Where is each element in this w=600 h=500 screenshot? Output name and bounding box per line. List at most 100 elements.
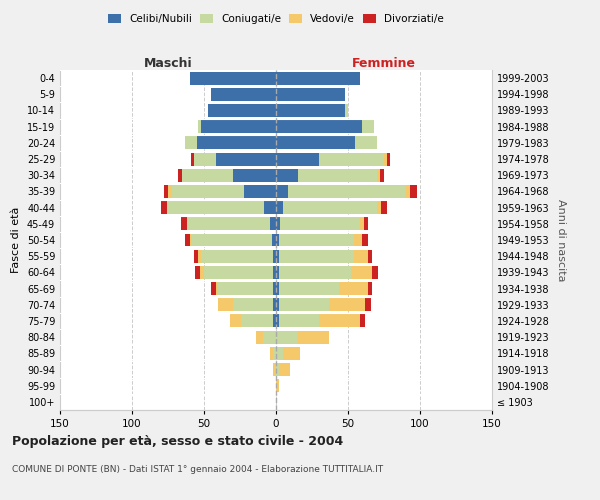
Bar — [368, 250, 373, 262]
Bar — [201, 250, 273, 262]
Bar — [191, 152, 194, 166]
Text: COMUNE DI PONTE (BN) - Dati ISTAT 1° gennaio 2004 - Elaborazione TUTTITALIA.IT: COMUNE DI PONTE (BN) - Dati ISTAT 1° gen… — [12, 465, 383, 474]
Bar — [329, 298, 365, 311]
Bar — [270, 347, 273, 360]
Bar — [276, 250, 279, 262]
Bar — [287, 185, 406, 198]
Legend: Celibi/Nubili, Coniugati/e, Vedovi/e, Divorziati/e: Celibi/Nubili, Coniugati/e, Vedovi/e, Di… — [104, 10, 448, 29]
Bar — [275, 363, 276, 376]
Bar — [298, 330, 329, 344]
Bar — [198, 250, 201, 262]
Bar — [190, 72, 276, 85]
Bar — [244, 185, 276, 198]
Bar — [276, 218, 280, 230]
Bar — [167, 201, 265, 214]
Bar — [380, 169, 384, 181]
Bar — [201, 120, 276, 133]
Bar — [276, 363, 279, 376]
Bar — [373, 266, 378, 279]
Bar — [279, 266, 351, 279]
Y-axis label: Fasce di età: Fasce di età — [11, 207, 21, 273]
Bar — [351, 266, 373, 279]
Bar — [270, 218, 276, 230]
Bar — [273, 363, 275, 376]
Bar — [365, 298, 371, 311]
Bar — [178, 169, 182, 181]
Bar — [276, 282, 279, 295]
Bar — [364, 218, 368, 230]
Bar — [181, 218, 187, 230]
Bar — [354, 250, 368, 262]
Bar — [319, 314, 359, 328]
Bar — [218, 298, 233, 311]
Bar — [276, 314, 279, 328]
Y-axis label: Anni di nascita: Anni di nascita — [556, 198, 566, 281]
Bar — [215, 282, 218, 295]
Bar — [241, 314, 273, 328]
Bar — [187, 218, 270, 230]
Bar — [200, 266, 204, 279]
Bar — [279, 282, 340, 295]
Bar — [164, 185, 168, 198]
Bar — [283, 347, 301, 360]
Bar — [355, 136, 377, 149]
Bar — [345, 104, 348, 117]
Bar — [362, 234, 368, 246]
Bar — [354, 234, 362, 246]
Bar — [276, 201, 283, 214]
Bar — [273, 250, 276, 262]
Bar — [279, 250, 354, 262]
Bar — [384, 152, 387, 166]
Bar — [233, 298, 273, 311]
Bar — [185, 136, 197, 149]
Bar — [185, 234, 190, 246]
Bar — [377, 201, 381, 214]
Bar — [359, 314, 365, 328]
Bar — [230, 314, 241, 328]
Bar — [279, 314, 319, 328]
Bar — [211, 282, 215, 295]
Bar — [256, 330, 263, 344]
Bar — [198, 120, 201, 133]
Bar — [194, 250, 198, 262]
Bar — [279, 234, 354, 246]
Bar — [273, 347, 276, 360]
Bar — [233, 169, 276, 181]
Bar — [280, 218, 359, 230]
Bar — [276, 104, 345, 117]
Bar — [368, 282, 373, 295]
Bar — [276, 185, 287, 198]
Bar — [197, 136, 276, 149]
Bar — [273, 298, 276, 311]
Bar — [276, 72, 359, 85]
Bar — [283, 201, 377, 214]
Bar — [172, 185, 244, 198]
Text: Femmine: Femmine — [352, 57, 416, 70]
Bar — [208, 104, 276, 117]
Bar — [273, 314, 276, 328]
Bar — [276, 120, 362, 133]
Bar — [406, 185, 410, 198]
Bar — [161, 201, 167, 214]
Bar — [276, 379, 279, 392]
Text: Maschi: Maschi — [143, 57, 193, 70]
Bar — [381, 201, 387, 214]
Bar — [263, 330, 276, 344]
Bar — [196, 266, 200, 279]
Bar — [276, 88, 345, 101]
Bar — [279, 363, 290, 376]
Bar — [182, 169, 233, 181]
Bar — [276, 234, 279, 246]
Bar — [273, 266, 276, 279]
Bar — [193, 234, 272, 246]
Bar — [410, 185, 417, 198]
Bar — [215, 152, 276, 166]
Bar — [340, 282, 368, 295]
Bar — [273, 282, 276, 295]
Bar — [276, 347, 283, 360]
Bar — [276, 266, 279, 279]
Bar — [377, 169, 380, 181]
Bar — [168, 185, 172, 198]
Bar — [265, 201, 276, 214]
Bar — [276, 152, 319, 166]
